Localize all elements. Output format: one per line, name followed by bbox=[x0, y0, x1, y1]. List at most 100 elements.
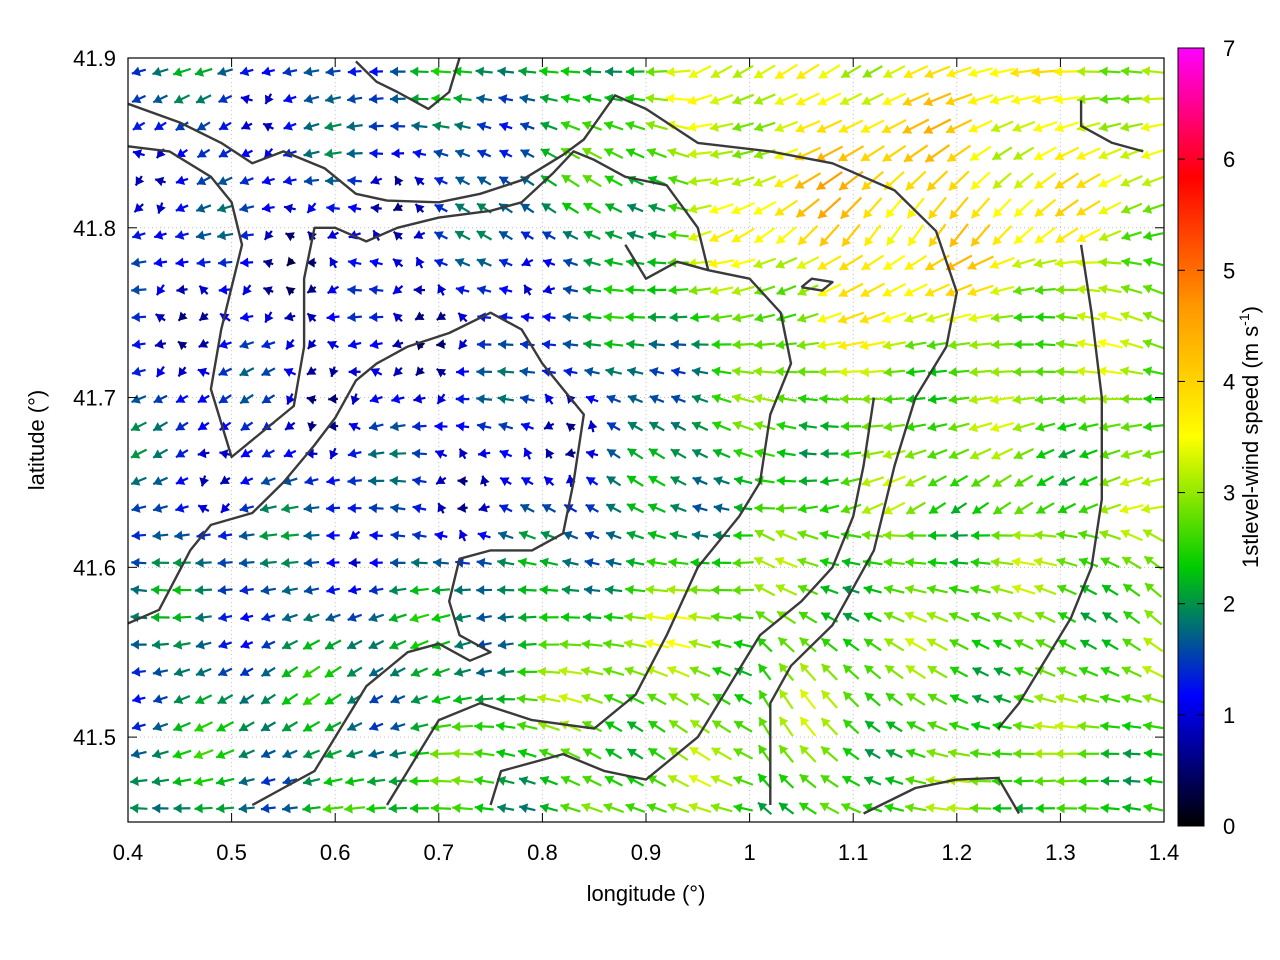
wind-vector bbox=[431, 667, 450, 678]
wind-vector bbox=[882, 144, 907, 163]
wind-vector-head bbox=[282, 722, 292, 732]
wind-vector-head bbox=[302, 803, 311, 814]
wind-vector bbox=[496, 748, 516, 759]
wind-vector-head bbox=[303, 612, 313, 623]
wind-vector bbox=[1143, 230, 1164, 241]
wind-vector bbox=[732, 339, 754, 350]
wind-vector-head bbox=[692, 448, 702, 458]
wind-vector bbox=[130, 776, 148, 787]
wind-vector bbox=[991, 146, 1013, 161]
wind-vector-head bbox=[587, 420, 598, 430]
wind-vector-head bbox=[648, 230, 657, 241]
wind-vector bbox=[1122, 610, 1141, 625]
wind-vector-head bbox=[839, 288, 849, 297]
wind-vector-head bbox=[840, 421, 850, 432]
wind-vector bbox=[303, 557, 320, 568]
wind-vector bbox=[1014, 803, 1033, 814]
wind-vector bbox=[1076, 228, 1101, 243]
wind-vector-head bbox=[388, 803, 397, 814]
wind-vector bbox=[324, 148, 342, 159]
wind-vector bbox=[476, 421, 492, 432]
wind-vector-head bbox=[688, 204, 698, 214]
wind-vector-head bbox=[688, 774, 699, 784]
wind-vector bbox=[948, 394, 970, 405]
wind-vector bbox=[1100, 721, 1120, 732]
wind-vector bbox=[239, 367, 255, 377]
wind-vector-head bbox=[992, 803, 1001, 814]
wind-vector-head bbox=[348, 203, 358, 214]
wind-vector bbox=[1012, 611, 1035, 623]
wind-vector bbox=[542, 312, 556, 323]
wind-vector-head bbox=[666, 584, 676, 595]
wind-vector-head bbox=[476, 339, 485, 350]
wind-vector-head bbox=[713, 530, 722, 541]
wind-vector bbox=[562, 557, 579, 568]
wind-vector-head bbox=[303, 66, 313, 77]
wind-vector bbox=[820, 448, 839, 459]
wind-vector bbox=[713, 476, 730, 486]
wind-vector-head bbox=[1034, 584, 1044, 594]
wind-vector bbox=[647, 530, 667, 540]
wind-vector-head bbox=[605, 66, 614, 77]
wind-vector bbox=[1142, 338, 1164, 350]
wind-vector-head bbox=[948, 367, 958, 377]
wind-vector bbox=[820, 745, 839, 762]
wind-vector-head bbox=[799, 802, 809, 812]
wind-vector bbox=[239, 393, 254, 405]
wind-vector-head bbox=[647, 147, 657, 158]
wind-vector bbox=[560, 93, 581, 104]
wind-vector-head bbox=[344, 803, 353, 814]
wind-vector-head bbox=[905, 584, 915, 595]
wind-vector bbox=[731, 285, 755, 296]
wind-vector bbox=[799, 448, 817, 459]
wind-vector bbox=[347, 475, 362, 486]
wind-vector-head bbox=[281, 585, 291, 595]
wind-vector bbox=[520, 476, 534, 486]
wind-vector-head bbox=[369, 393, 380, 404]
wind-vector-head bbox=[903, 153, 914, 162]
wind-vector bbox=[197, 448, 210, 459]
wind-vector bbox=[1143, 775, 1163, 786]
wind-vector-head bbox=[151, 776, 161, 787]
wind-vector bbox=[776, 284, 797, 296]
wind-vector bbox=[545, 448, 555, 459]
wind-vector bbox=[945, 118, 973, 134]
wind-vector-head bbox=[393, 284, 403, 294]
wind-vector bbox=[993, 666, 1011, 677]
wind-vector bbox=[454, 202, 471, 214]
colorbar-tick-label: 3 bbox=[1223, 481, 1235, 506]
wind-vector-head bbox=[647, 530, 657, 540]
wind-vector bbox=[497, 366, 515, 377]
wind-vector bbox=[1078, 666, 1099, 677]
wind-vector bbox=[1141, 94, 1164, 105]
wind-vector-head bbox=[1143, 284, 1153, 294]
wind-vector bbox=[778, 716, 794, 737]
wind-vector-head bbox=[347, 695, 357, 704]
wind-vector bbox=[603, 639, 625, 650]
terrain-contour-line bbox=[489, 397, 876, 806]
wind-vector bbox=[436, 393, 447, 405]
wind-vector bbox=[369, 148, 384, 159]
wind-vector-head bbox=[221, 503, 231, 513]
wind-vector-head bbox=[648, 448, 659, 458]
wind-vector bbox=[1119, 476, 1144, 487]
wind-vector-head bbox=[476, 258, 487, 268]
wind-vector bbox=[605, 557, 622, 568]
wind-vector bbox=[1142, 311, 1164, 323]
wind-vector-head bbox=[865, 721, 875, 730]
wind-vector-head bbox=[348, 557, 357, 568]
wind-vector bbox=[625, 93, 646, 104]
wind-vector-head bbox=[843, 664, 853, 674]
wind-vector-head bbox=[434, 258, 444, 268]
wind-vector-head bbox=[667, 802, 678, 813]
wind-vector bbox=[324, 121, 342, 132]
wind-vector-head bbox=[172, 612, 182, 623]
wind-vector bbox=[329, 366, 339, 378]
wind-vector-head bbox=[733, 69, 743, 78]
wind-vector-head bbox=[1012, 122, 1022, 133]
wind-vector-head bbox=[434, 530, 444, 541]
wind-vector bbox=[1098, 503, 1122, 515]
wind-vector-head bbox=[1142, 311, 1153, 321]
wind-vector bbox=[454, 612, 472, 623]
